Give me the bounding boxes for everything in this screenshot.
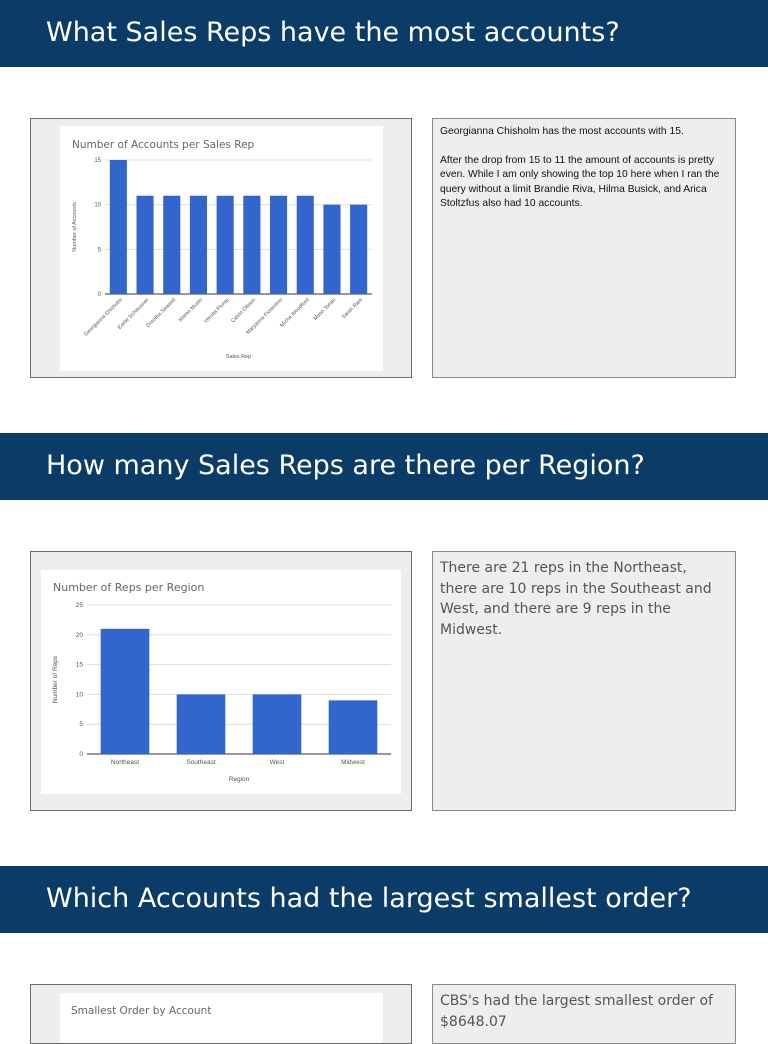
chart-panel-regions: Number of Reps per Region 0 5 10 15 20 25 North… [30,551,412,811]
x-axis-label: Region [229,776,250,783]
y-tick-label: 10 [76,691,84,698]
x-tick-label: Moon Torian [313,297,338,322]
section-heading: How many Sales Reps are there per Region… [46,450,645,481]
y-tick-label: 25 [76,602,84,609]
x-tick-label: Maren Musto [178,297,204,323]
y-axis-label: Number of Reps [52,655,59,703]
section-banner-accounts: What Sales Reps have the most accounts? [0,0,768,67]
bar [328,700,378,754]
notes-panel-accounts: Georgianna Chisholm has the most account… [432,118,736,378]
chart-card: Number of Accounts per Sales Rep 0 5 10 15 Ge… [60,126,383,371]
notes-panel-regions: There are 21 reps in the Northeast, ther… [432,551,736,811]
x-tick-label: Sarah Ram [341,297,365,321]
x-tick-label: Northeast [111,759,139,766]
bar [100,628,150,754]
bar [189,195,207,294]
y-tick-label: 15 [76,662,84,669]
bar [252,694,302,754]
note-text: CBS's had the largest smallest order of … [440,993,713,1030]
smallest-order-chart: Smallest Order by Account [71,1005,211,1017]
x-tick-label: Vernita Plump [203,297,231,325]
x-axis-label: Sales Rep [226,354,251,360]
note-text: Georgianna Chisholm has the most account… [440,126,684,137]
chart-card: Smallest Order by Account [60,993,383,1043]
x-tick-label: Midwest [341,759,365,766]
reps-per-region-chart: Number of Reps per Region 0 5 10 15 20 25 North… [52,581,391,783]
y-tick-label: 5 [79,721,83,728]
accounts-per-rep-chart: Number of Accounts per Sales Rep 0 5 10 15 Ge… [72,139,372,360]
bar [216,195,234,294]
note-text: There are 21 reps in the Northeast, ther… [440,560,712,638]
bar [323,204,341,294]
chart-panel-accounts: Number of Accounts per Sales Rep 0 5 10 15 Ge… [30,118,412,378]
y-axis-label: Number of Accounts [72,202,78,252]
x-tick-label: Georgianna Chisholm [83,297,124,338]
bar [270,195,288,294]
bar [163,195,181,294]
section-heading: Which Accounts had the largest smallest … [46,883,692,914]
bar [176,694,226,754]
chart-card: Number of Reps per Region 0 5 10 15 20 25 North… [41,570,401,794]
y-tick-label: 0 [98,292,102,298]
y-tick-label: 0 [79,751,83,758]
chart-title: Smallest Order by Account [71,1005,211,1017]
x-tick-label: Dorotha Seawell [145,297,177,329]
y-tick-label: 5 [98,247,102,253]
section-banner-orders: Which Accounts had the largest smallest … [0,866,768,933]
x-tick-label: Calvin Ollison [230,297,257,324]
section-heading: What Sales Reps have the most accounts? [46,17,620,48]
bar [109,160,127,294]
note-text: After the drop from 15 to 11 the amount … [440,154,720,210]
x-tick-label: West [270,759,285,766]
chart-panel-orders: Smallest Order by Account [30,984,412,1044]
chart-title: Number of Reps per Region [53,581,204,594]
section-banner-regions: How many Sales Reps are there per Region… [0,433,768,500]
bar [243,195,261,294]
y-tick-label: 15 [94,158,101,164]
x-tick-label: Southeast [186,759,215,766]
bar [350,204,368,294]
bar [296,195,314,294]
y-tick-label: 10 [94,203,101,209]
x-tick-label: Micha Woodford [279,297,310,328]
y-tick-label: 20 [76,632,84,639]
bar [136,195,154,294]
notes-panel-orders: CBS's had the largest smallest order of … [432,984,736,1044]
chart-title: Number of Accounts per Sales Rep [72,139,255,151]
